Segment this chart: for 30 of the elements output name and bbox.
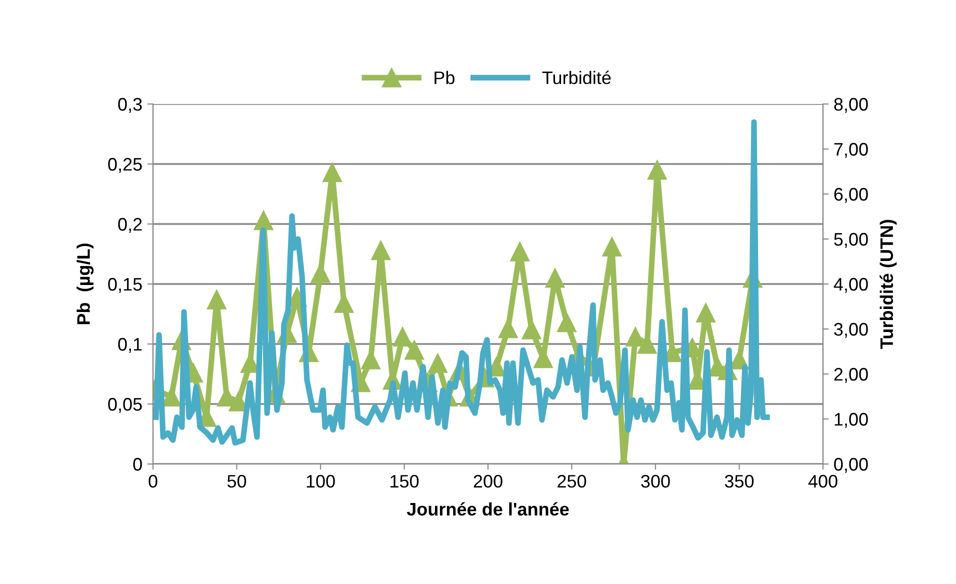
x-tick-label: 400	[808, 474, 838, 488]
x-tick-label: 100	[306, 474, 335, 488]
y2-tick-label: 0,00	[834, 458, 868, 473]
y-tick-label: 0,2	[118, 218, 142, 233]
y-tick-label: 0,05	[108, 398, 142, 413]
x-tick-label: 350	[724, 474, 754, 488]
y-tick-label: 0,1	[118, 338, 142, 353]
y-tick-label: 0	[133, 458, 142, 471]
y2-tick-label: 1,00	[834, 412, 868, 428]
y-tick-label: 0,3	[118, 98, 142, 113]
y2-tick-label: 5,00	[834, 232, 868, 248]
y2-tick-label: 6,00	[834, 188, 868, 203]
y2-tick-label: 2,00	[834, 368, 868, 383]
x-axis-title: Journée de l'année	[406, 502, 569, 516]
x-tick-label: 250	[558, 474, 586, 488]
y-tick-label: 0,25	[108, 158, 142, 173]
y2-tick-label: 7,00	[834, 142, 868, 158]
y2-tick-label: 8,00	[834, 98, 868, 113]
x-tick-label: 50	[227, 474, 246, 488]
legend-label: Pb	[434, 70, 454, 84]
y2-axis-title: Turbidité (UTN)	[880, 220, 897, 349]
x-tick-label: 150	[390, 474, 419, 488]
y2-tick-label: 4,00	[834, 278, 868, 293]
x-tick-label: 0	[148, 474, 158, 488]
x-tick-label: 300	[641, 474, 670, 488]
y2-tick-label: 3,00	[834, 322, 868, 338]
y-axis-title: Pb (µg/L)	[76, 244, 94, 324]
legend-label: Turbidité	[542, 70, 611, 84]
x-tick-label: 200	[474, 474, 502, 488]
y-tick-label: 0,15	[108, 278, 142, 293]
